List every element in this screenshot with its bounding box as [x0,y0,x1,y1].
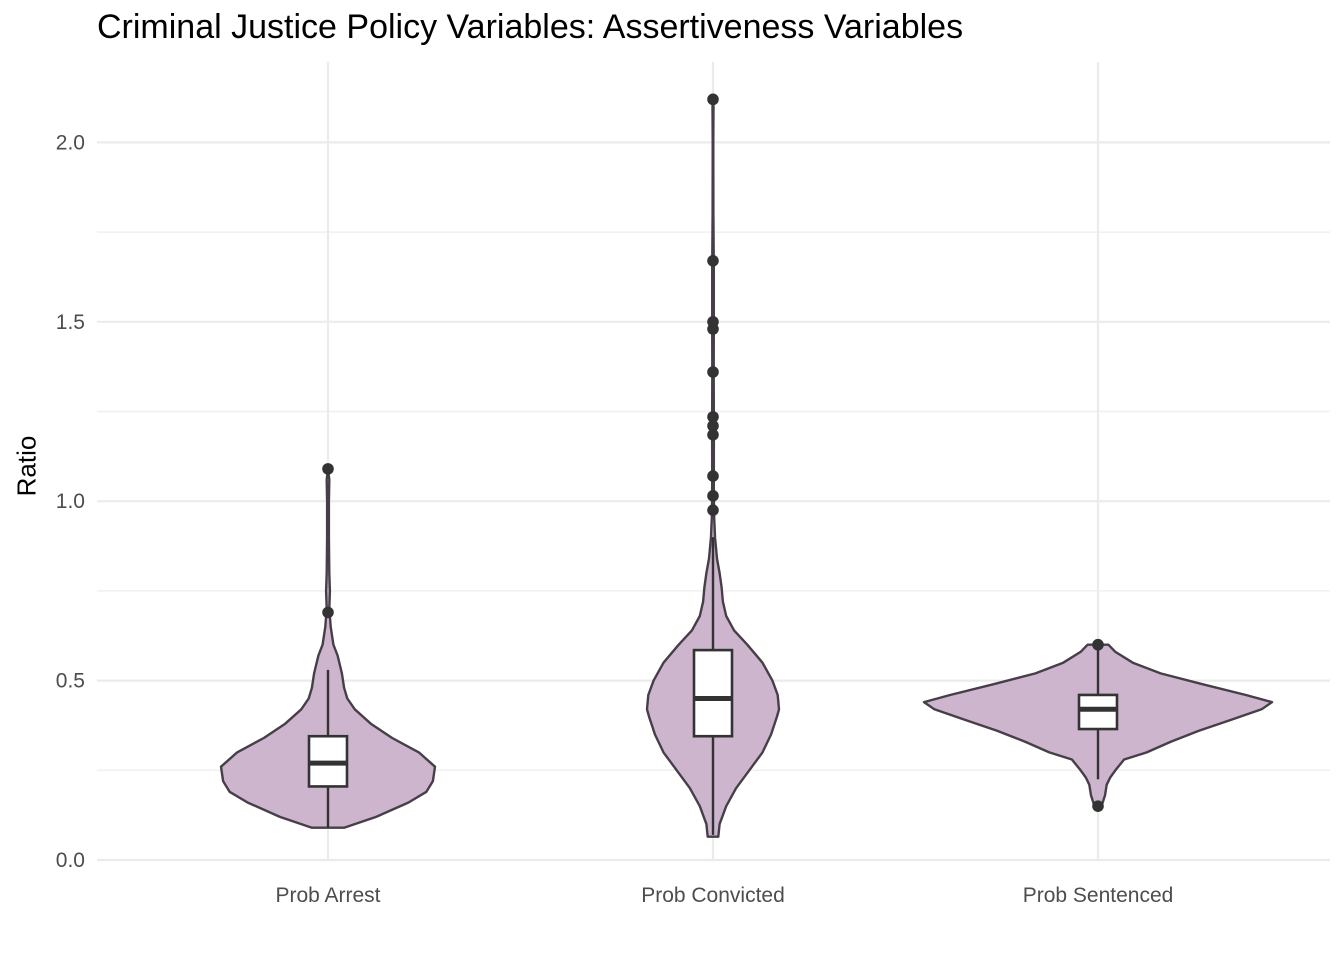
outlier-point [707,504,719,516]
violins [219,93,1274,838]
outlier-point [707,429,719,441]
outlier-point [1092,800,1104,812]
y-tick-label: 2.0 [56,131,85,154]
outlier-point [707,93,719,106]
chart-title: Criminal Justice Policy Variables: Asser… [97,8,964,46]
outlier-point [707,490,719,502]
x-tick-label: Prob Sentenced [1023,884,1174,907]
outlier-point [322,606,334,619]
box [692,648,734,738]
y-tick-label: 1.5 [56,311,85,334]
violin-group [219,463,437,829]
outlier-point [322,463,334,475]
outlier-point [707,420,719,432]
x-tick-label: Prob Convicted [641,884,785,907]
x-tick-label: Prob Arrest [275,884,380,907]
y-tick-label: 0.5 [56,670,85,693]
outlier-point [707,316,719,328]
y-axis-ticks: 0.0 0.5 1.0 1.5 2.0 [56,131,85,872]
outlier-point [1092,638,1104,651]
outlier-point [707,411,719,423]
outlier-point [707,366,719,378]
violin-group [645,93,781,838]
y-tick-label: 1.0 [56,490,85,513]
box [1077,693,1119,731]
outlier-point [707,470,719,482]
y-tick-label: 0.0 [56,849,85,872]
x-axis-ticks: Prob Arrest Prob Convicted Prob Sentenced [275,884,1173,907]
violin-group [922,638,1274,812]
outlier-point [707,255,719,267]
